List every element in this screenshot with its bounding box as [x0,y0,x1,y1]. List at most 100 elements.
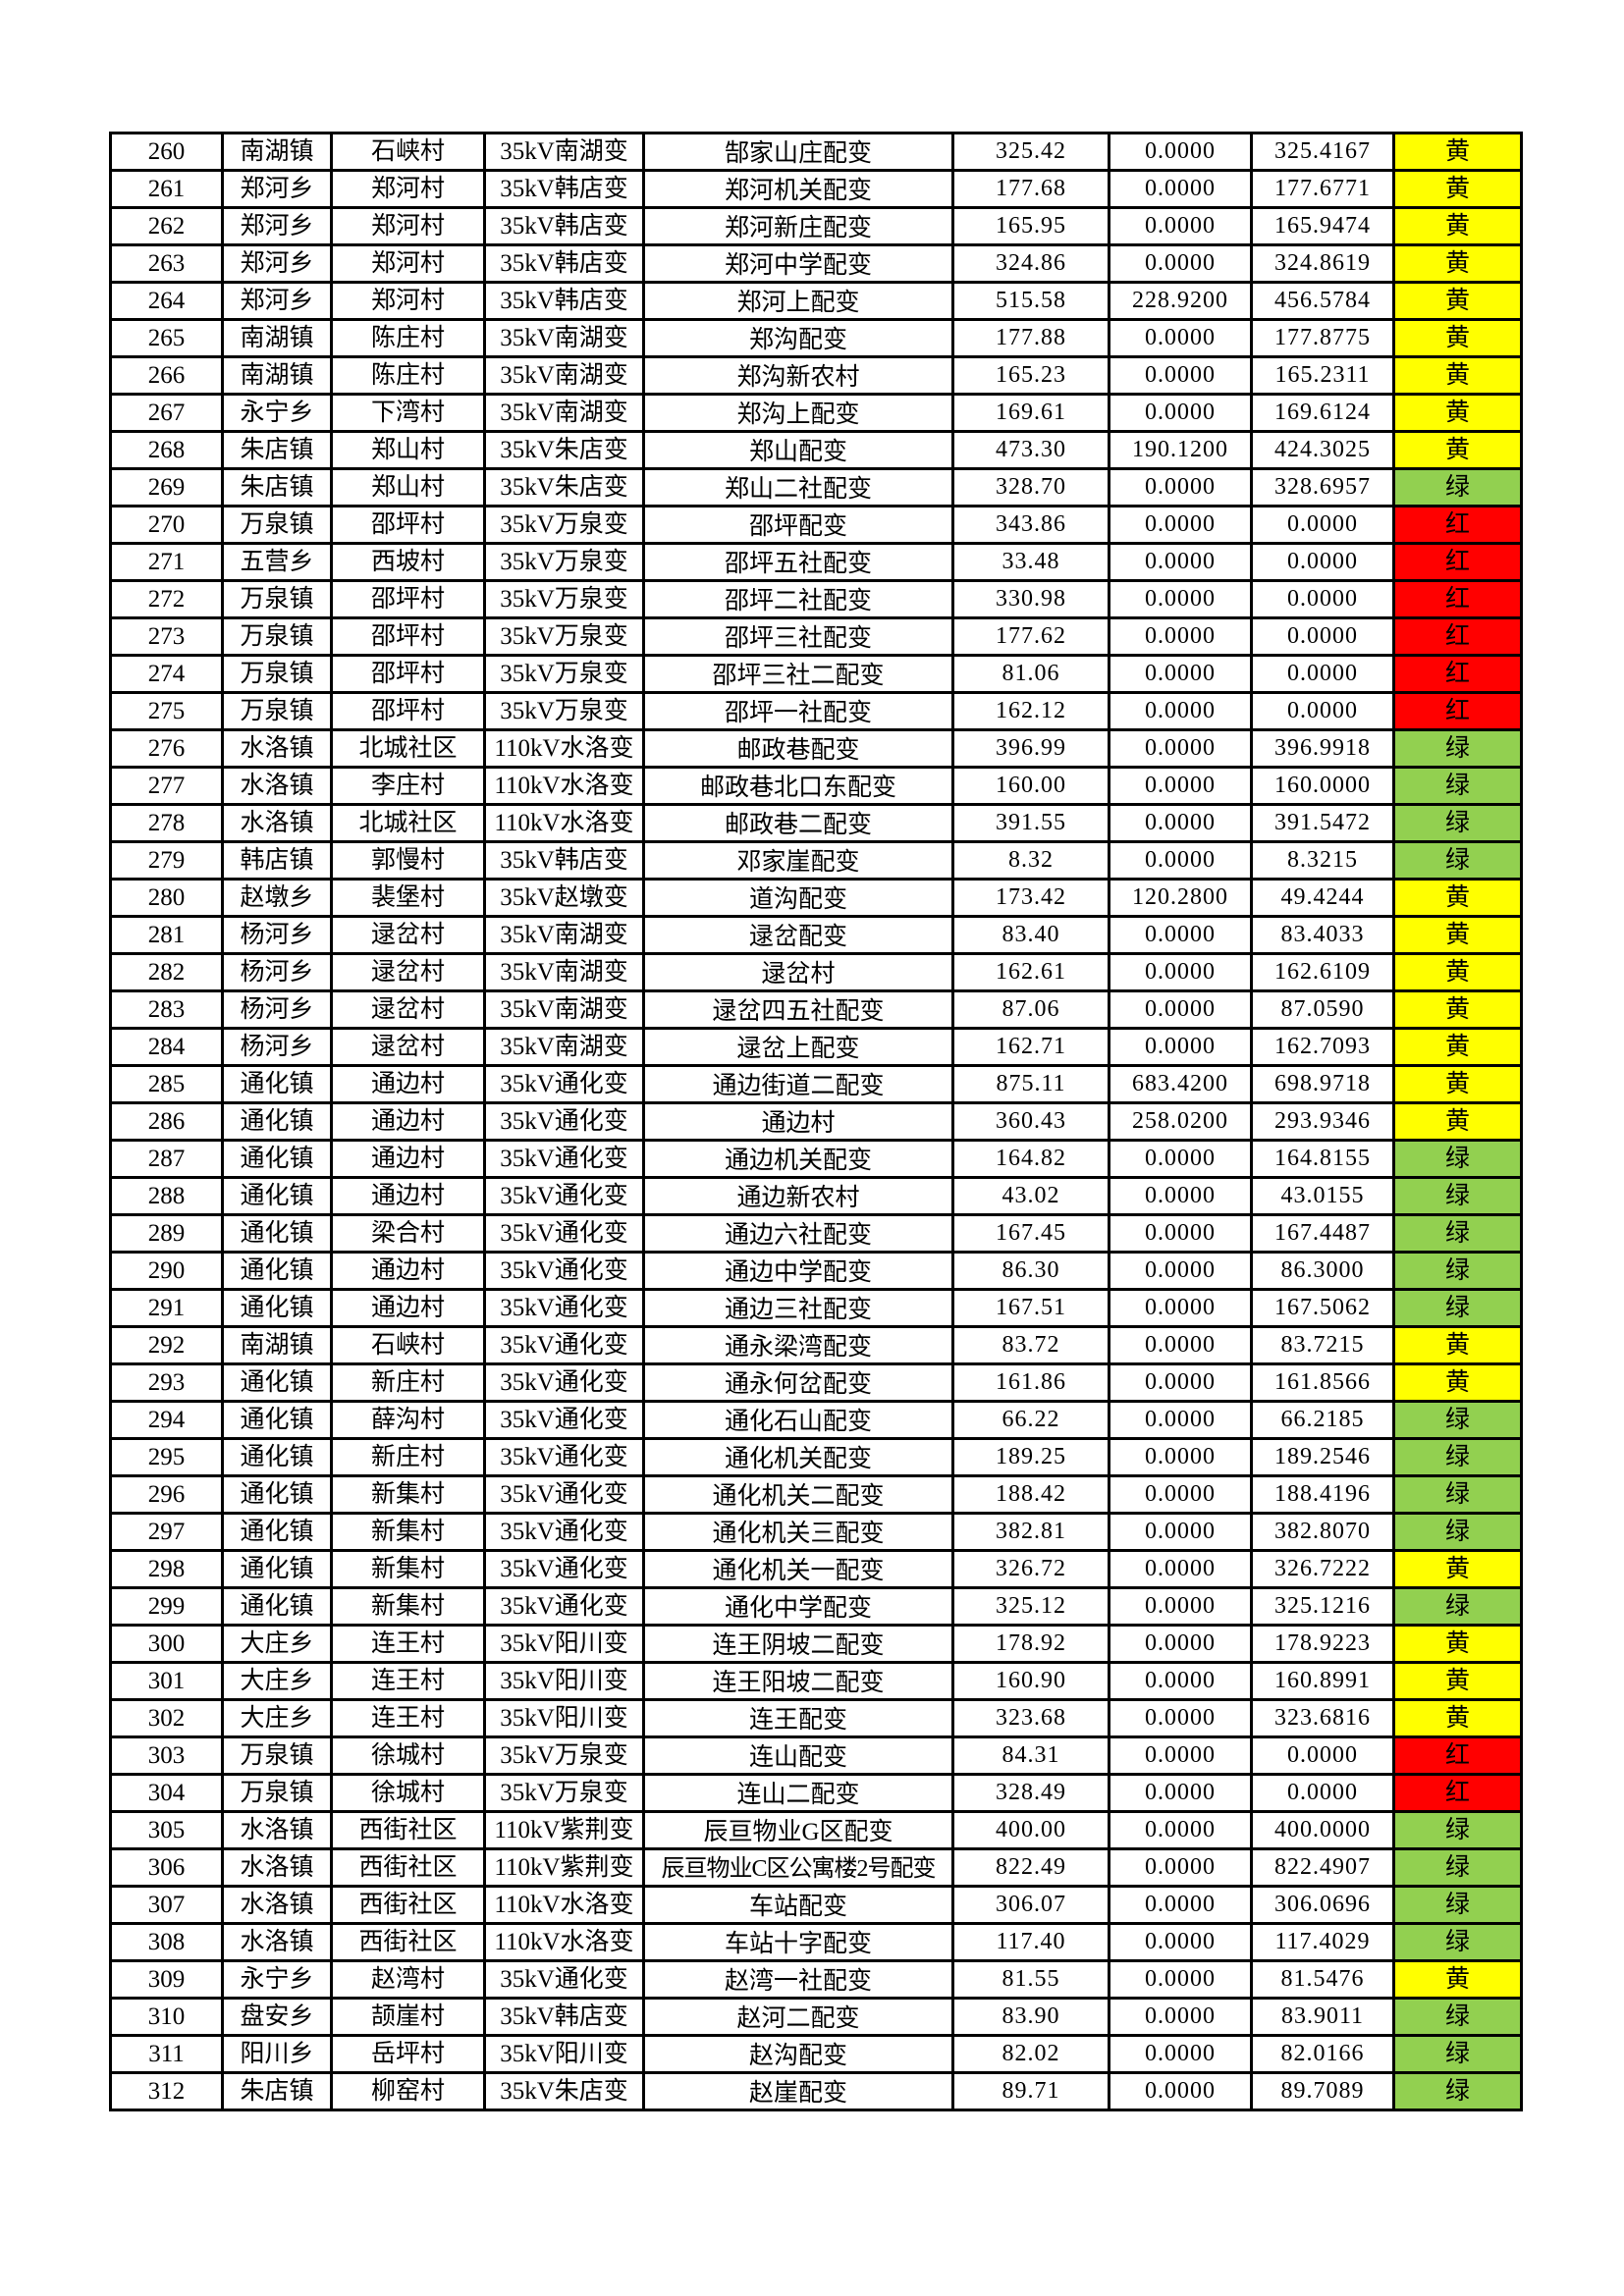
township: 通化镇 [221,1362,333,1403]
substation: 35kV韩店变 [483,840,645,881]
transformer-name: 通边机关配变 [642,1139,954,1179]
township: 盘安乡 [221,1997,333,2037]
capacity: 178.92 [951,1624,1110,1664]
value-b: 0.0000 [1108,542,1253,582]
transformer-name: 连山配变 [642,1735,954,1776]
value-c: 164.8155 [1250,1139,1395,1179]
village: 新集村 [330,1512,486,1552]
transformer-name: 邵坪二社配变 [642,579,954,619]
status-badge: 黄 [1392,878,1523,918]
transformer-name: 郑河中学配变 [642,243,954,284]
value-c: 87.0590 [1250,989,1395,1030]
table-row: 278 水洛镇 北城社区 110kV水洛变 邮政巷二配变 391.55 0.0000 391.… [109,803,1523,843]
transformer-name: 通边村 [642,1101,954,1142]
value-b: 258.0200 [1108,1101,1253,1142]
substation: 35kV通化变 [483,1959,645,2000]
substation: 35kV通化变 [483,1251,645,1291]
value-b: 0.0000 [1108,243,1253,284]
substation: 35kV通化变 [483,1474,645,1515]
table-row: 260 南湖镇 石峡村 35kV南湖变 郜家山庄配变 325.42 0.0000 325.41… [109,132,1523,172]
township: 南湖镇 [221,1325,333,1365]
status-badge: 红 [1392,616,1523,657]
row-number: 310 [109,1997,224,2037]
table-row: 261 郑河乡 郑河村 35kV韩店变 郑河机关配变 177.68 0.0000 177.67… [109,169,1523,209]
table-row: 277 水洛镇 李庄村 110kV水洛变 邮政巷北口东配变 160.00 0.0000 160… [109,766,1523,806]
row-number: 261 [109,169,224,209]
capacity: 325.42 [951,132,1110,172]
village: 徐城村 [330,1773,486,1813]
value-c: 160.8991 [1250,1661,1395,1701]
status-badge: 黄 [1392,243,1523,284]
village: 郑河村 [330,169,486,209]
value-c: 400.0000 [1250,1810,1395,1850]
value-b: 0.0000 [1108,1474,1253,1515]
status-badge: 黄 [1392,430,1523,470]
table-row: 294 通化镇 薛沟村 35kV通化变 通化石山配变 66.22 0.0000 66.2185… [109,1400,1523,1440]
transformer-name: 通化机关三配变 [642,1512,954,1552]
capacity: 515.58 [951,281,1110,321]
status-badge: 黄 [1392,1027,1523,1067]
row-number: 260 [109,132,224,172]
value-c: 81.5476 [1250,1959,1395,2000]
value-b: 0.0000 [1108,766,1253,806]
village: 新庄村 [330,1362,486,1403]
row-number: 291 [109,1288,224,1328]
township: 通化镇 [221,1586,333,1627]
row-number: 266 [109,355,224,396]
substation: 35kV阳川变 [483,1698,645,1738]
capacity: 875.11 [951,1064,1110,1104]
table-row: 282 杨河乡 逯岔村 35kV南湖变 逯岔村 162.61 0.0000 162.6109 黄 [109,952,1523,992]
row-number: 306 [109,1847,224,1888]
transformer-name: 赵沟配变 [642,2034,954,2074]
value-b: 0.0000 [1108,1624,1253,1664]
table-row: 273 万泉镇 邵坪村 35kV万泉变 邵坪三社配变 177.62 0.0000 0.0000… [109,616,1523,657]
township: 通化镇 [221,1139,333,1179]
capacity: 167.51 [951,1288,1110,1328]
township: 万泉镇 [221,1735,333,1776]
substation: 110kV紫荆变 [483,1847,645,1888]
substation: 35kV南湖变 [483,318,645,358]
table-row: 289 通化镇 梁合村 35kV通化变 通边六社配变 167.45 0.0000 167.44… [109,1213,1523,1254]
capacity: 391.55 [951,803,1110,843]
township: 杨河乡 [221,1027,333,1067]
capacity: 82.02 [951,2034,1110,2074]
township: 南湖镇 [221,132,333,172]
substation: 35kV韩店变 [483,206,645,246]
value-c: 177.6771 [1250,169,1395,209]
capacity: 162.61 [951,952,1110,992]
row-number: 271 [109,542,224,582]
transformer-name: 郑沟配变 [642,318,954,358]
status-badge: 绿 [1392,1997,1523,2037]
transformer-name: 连王配变 [642,1698,954,1738]
capacity: 162.71 [951,1027,1110,1067]
status-badge: 黄 [1392,915,1523,955]
table-row: 298 通化镇 新集村 35kV通化变 通化机关一配变 326.72 0.0000 326.7… [109,1549,1523,1589]
status-badge: 绿 [1392,840,1523,881]
value-b: 0.0000 [1108,1810,1253,1850]
transformer-name: 逯岔上配变 [642,1027,954,1067]
row-number: 297 [109,1512,224,1552]
village: 裴堡村 [330,878,486,918]
row-number: 263 [109,243,224,284]
status-badge: 绿 [1392,728,1523,769]
value-b: 0.0000 [1108,1437,1253,1477]
value-c: 167.4487 [1250,1213,1395,1254]
substation: 35kV阳川变 [483,2034,645,2074]
transformer-name: 通化石山配变 [642,1400,954,1440]
row-number: 275 [109,691,224,731]
capacity: 324.86 [951,243,1110,284]
transformer-name: 通永何岔配变 [642,1362,954,1403]
substation: 35kV通化变 [483,1288,645,1328]
value-c: 162.6109 [1250,952,1395,992]
value-c: 0.0000 [1250,505,1395,545]
table-row: 302 大庄乡 连王村 35kV阳川变 连王配变 323.68 0.0000 323.6816… [109,1698,1523,1738]
capacity: 161.86 [951,1362,1110,1403]
table-row: 292 南湖镇 石峡村 35kV通化变 通永梁湾配变 83.72 0.0000 83.7215… [109,1325,1523,1365]
table-row: 267 永宁乡 下湾村 35kV南湖变 郑沟上配变 169.61 0.0000 169.612… [109,393,1523,433]
capacity: 343.86 [951,505,1110,545]
village: 西街社区 [330,1922,486,1962]
capacity: 169.61 [951,393,1110,433]
value-b: 0.0000 [1108,1400,1253,1440]
capacity: 87.06 [951,989,1110,1030]
value-b: 0.0000 [1108,318,1253,358]
